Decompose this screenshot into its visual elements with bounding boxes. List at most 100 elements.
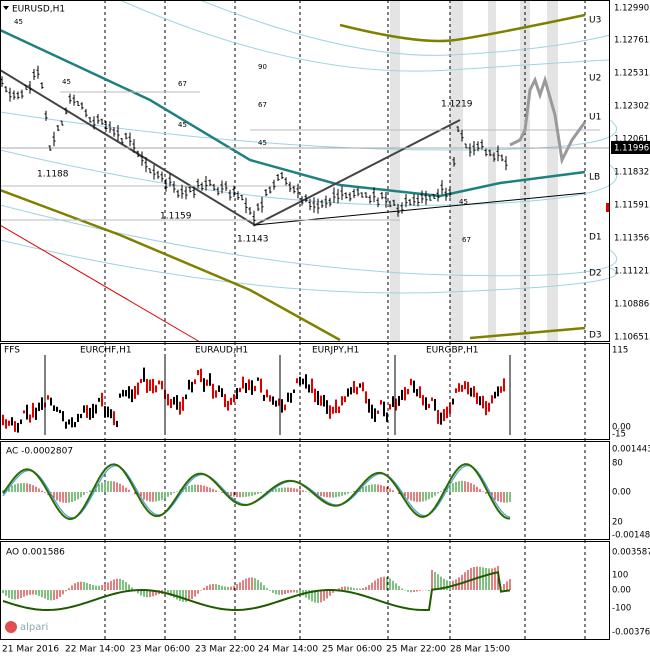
ffs-bar bbox=[422, 395, 424, 406]
ffs-bar bbox=[419, 386, 421, 399]
axis-label: -0.003760 bbox=[612, 628, 650, 638]
ffs-bar bbox=[416, 389, 418, 397]
axis-label: 0.001443 bbox=[612, 445, 650, 455]
menu-arrow[interactable] bbox=[3, 6, 9, 10]
ffs-bar bbox=[176, 395, 178, 410]
axis-label: 20 bbox=[612, 518, 623, 528]
ffs-bar bbox=[209, 373, 211, 386]
ffs-bar bbox=[23, 410, 25, 414]
ffs-bar bbox=[302, 378, 304, 385]
ffs-bar bbox=[341, 396, 343, 406]
ffs-bar bbox=[362, 382, 364, 392]
ffs-bar bbox=[446, 406, 448, 419]
ffs-bar bbox=[287, 392, 289, 402]
ffs-bar bbox=[407, 388, 409, 395]
ffs-bar bbox=[137, 382, 139, 395]
axis-label: 0.00 bbox=[612, 423, 631, 433]
ffs-bar bbox=[116, 420, 118, 428]
ffs-bar bbox=[323, 394, 325, 407]
fib-label: 45 bbox=[62, 78, 71, 86]
ffs-bar bbox=[200, 368, 202, 383]
ffs-bar bbox=[149, 379, 151, 392]
ffs-bar bbox=[491, 395, 493, 404]
ffs-bar bbox=[248, 379, 250, 391]
ffs-bar bbox=[392, 396, 394, 408]
panel-title: AO 0.001586 bbox=[6, 548, 65, 558]
ffs-bar bbox=[206, 379, 208, 386]
ffs-bar bbox=[380, 400, 382, 405]
ffs-bar bbox=[65, 421, 67, 429]
ffs-bar bbox=[245, 382, 247, 393]
ffs-bar bbox=[155, 385, 157, 393]
ffs-bar bbox=[29, 414, 31, 423]
axis-label: 0.003587 bbox=[612, 548, 650, 558]
ffs-bar bbox=[122, 389, 124, 397]
ffs-bar bbox=[386, 412, 388, 422]
date-label: 25 Mar 06:00 bbox=[322, 645, 382, 655]
ffs-bar bbox=[140, 379, 142, 384]
ffs-bar bbox=[293, 389, 295, 393]
price-bars bbox=[0, 65, 508, 227]
ffs-bar bbox=[326, 400, 328, 414]
ffs-bar bbox=[296, 378, 298, 384]
ffs-bar bbox=[350, 387, 352, 395]
panel-symbol: EURGBP,H1 bbox=[426, 346, 478, 356]
level-label: D1 bbox=[589, 233, 602, 243]
date-label: 24 Mar 14:00 bbox=[258, 645, 318, 655]
ffs-bar bbox=[290, 392, 292, 403]
price-label: 1.10886 bbox=[614, 300, 649, 310]
date-label: 25 Mar 22:00 bbox=[386, 645, 446, 655]
ffs-bar bbox=[110, 409, 112, 419]
panel-symbol: EURJPY,H1 bbox=[312, 346, 359, 356]
ffs-bar bbox=[179, 401, 181, 415]
ffs-bar bbox=[368, 398, 370, 413]
ffs-bar bbox=[173, 396, 175, 405]
ffs-bar bbox=[14, 421, 16, 432]
ffs-bar bbox=[53, 405, 55, 412]
ffs-bar bbox=[41, 397, 43, 410]
ffs-bar bbox=[284, 404, 286, 411]
fib-label: 67 bbox=[178, 80, 187, 88]
ffs-bar bbox=[236, 388, 238, 400]
ffs-bar bbox=[398, 395, 400, 406]
ffs-bar bbox=[227, 400, 229, 411]
panel-symbol: EURAUD,H1 bbox=[195, 346, 248, 356]
ffs-bar bbox=[437, 409, 439, 424]
ffs-bar bbox=[377, 410, 379, 414]
ffs-bar bbox=[461, 384, 463, 392]
ffs-bar bbox=[404, 387, 406, 401]
price-label: 1.11356 bbox=[614, 234, 649, 244]
ffs-bar bbox=[344, 396, 346, 403]
axis-label: -15 bbox=[612, 430, 626, 440]
ffs-bar bbox=[467, 381, 469, 395]
ffs-bar bbox=[233, 394, 235, 403]
ffs-bar bbox=[167, 393, 169, 406]
ffs-bar bbox=[152, 378, 154, 394]
ffs-bar bbox=[224, 394, 226, 408]
ffs-bar bbox=[86, 405, 88, 418]
date-label: 23 Mar 22:00 bbox=[195, 645, 255, 655]
ffs-bar bbox=[458, 383, 460, 392]
ffs-bar bbox=[89, 407, 91, 420]
ffs-bar bbox=[143, 367, 145, 382]
price-label: 1.10651 bbox=[614, 333, 649, 343]
level-label: LB bbox=[589, 173, 600, 183]
ffs-bar bbox=[128, 386, 130, 399]
ffs-bar bbox=[329, 405, 331, 419]
ffs-bar bbox=[332, 406, 334, 414]
channel-lines bbox=[0, 0, 617, 343]
ffs-bar bbox=[374, 408, 376, 423]
fib-label: 45 bbox=[178, 121, 187, 129]
ffs-bar bbox=[278, 398, 280, 406]
ffs-bar bbox=[503, 378, 505, 392]
ffs-bar bbox=[170, 399, 172, 409]
panel-title: AC -0.0002807 bbox=[6, 447, 73, 457]
level-label: U3 bbox=[589, 16, 601, 26]
ao-panel-labels: AO 0.001586 0.003587 100 0.00 -100 -0.00… bbox=[6, 548, 650, 638]
panel-title: FFS bbox=[4, 346, 20, 356]
price-axis: 1.12990 1.12761 1.12531 1.12302 1.12061 … bbox=[606, 4, 650, 343]
marker bbox=[606, 203, 609, 212]
price-label: 1.12531 bbox=[614, 69, 649, 79]
ffs-bar bbox=[212, 383, 214, 399]
